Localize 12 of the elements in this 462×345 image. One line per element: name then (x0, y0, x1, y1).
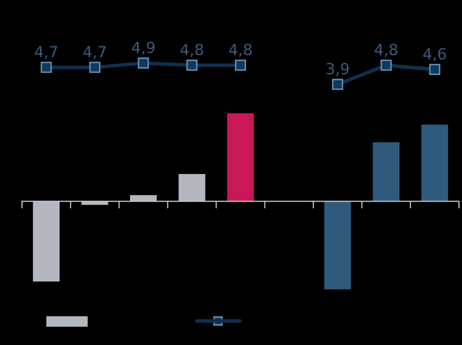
data-label: 3,9 (326, 62, 349, 76)
data-label: 4,7 (34, 46, 58, 59)
data-label: 4,8 (180, 44, 204, 57)
bar (178, 174, 206, 202)
data-label: 4,7 (83, 46, 106, 59)
bar (130, 195, 157, 202)
bar (32, 201, 60, 282)
data-label: 4,6 (423, 48, 446, 62)
data-label: 4,8 (374, 44, 398, 57)
data-label: 4,8 (229, 44, 252, 57)
bar (227, 113, 254, 202)
data-label: 4,9 (132, 42, 154, 55)
